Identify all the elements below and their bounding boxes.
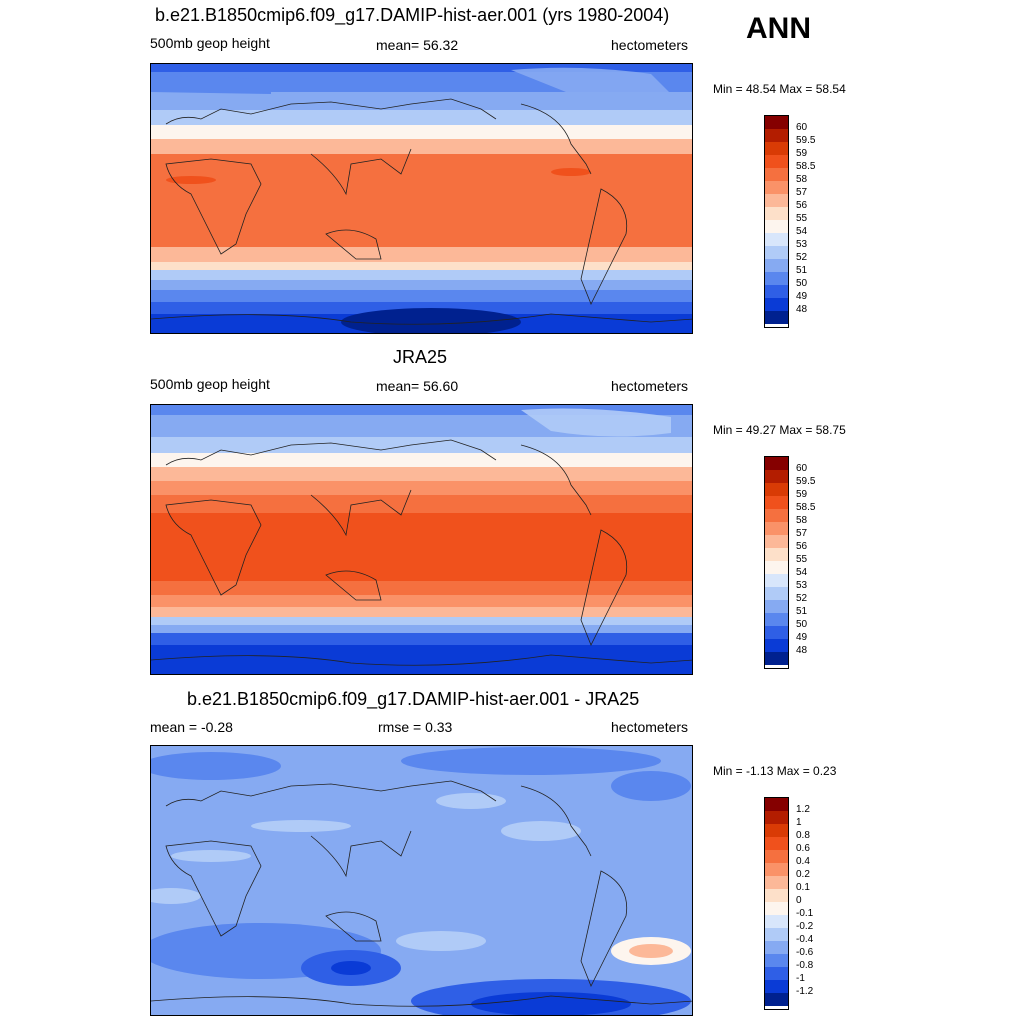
colorbar-tick-label: 60 (796, 122, 808, 133)
panel3-minmax: Min = -1.13 Max = 0.23 (713, 764, 837, 778)
colorbar-tick-label: 0.6 (796, 843, 810, 854)
panel1-minmax: Min = 48.54 Max = 58.54 (713, 82, 846, 96)
panel3-title: b.e21.B1850cmip6.f09_g17.DAMIP-hist-aer.… (187, 689, 640, 709)
colorbar-tick-label: -1.2 (796, 986, 814, 997)
colorbar-tick-label: 55 (796, 213, 808, 224)
colorbar-tick-label: 56 (796, 200, 808, 211)
colorbar-tick-label: 56 (796, 541, 808, 552)
colorbar-tick-label: 59 (796, 489, 808, 500)
panel2-map (150, 404, 693, 675)
colorbar-tick-label: 60 (796, 463, 808, 474)
panel3-coastlines (151, 780, 692, 1007)
panel1-coastlines (151, 98, 692, 325)
colorbar-tick-label: 1 (796, 817, 802, 828)
panel1-units-label: hectometers (611, 37, 689, 53)
colorbar-tick-label: 0.8 (796, 830, 810, 841)
panel3-units-label: hectometers (611, 719, 689, 735)
colorbar-tick-label: 58.5 (796, 502, 816, 513)
colorbar-tick-label: -0.1 (796, 908, 814, 919)
colorbar-tick-label: 50 (796, 619, 808, 630)
panel1-title: b.e21.B1850cmip6.f09_g17.DAMIP-hist-aer.… (155, 5, 670, 25)
colorbar-tick-label: 53 (796, 580, 808, 591)
panel1-map (150, 63, 693, 334)
colorbar-tick-label: 51 (796, 606, 808, 617)
panel3-rmse-label: rmse = 0.33 (378, 719, 453, 735)
colorbar-tick-label: 49 (796, 291, 808, 302)
panel2-units-label: hectometers (611, 378, 689, 394)
panel3-map (150, 745, 693, 1016)
colorbar-tick-label: -0.4 (796, 934, 814, 945)
panel2-mean-label: mean= 56.60 (376, 378, 459, 394)
panel1-colorbar (764, 115, 789, 328)
colorbar-tick-label: -0.6 (796, 947, 814, 958)
panel2-variable-label: 500mb geop height (150, 376, 270, 392)
colorbar-tick-label: 58.5 (796, 161, 816, 172)
panel3-mean-label: mean = -0.28 (150, 719, 233, 735)
panel2-minmax: Min = 49.27 Max = 58.75 (713, 423, 846, 437)
colorbar-tick-label: 59.5 (796, 135, 816, 146)
colorbar-tick-label: 54 (796, 567, 808, 578)
panel2-title: JRA25 (393, 347, 448, 367)
colorbar-tick-label: 1.2 (796, 804, 810, 815)
colorbar-tick-label: 0 (796, 895, 802, 906)
colorbar-tick-label: 51 (796, 265, 808, 276)
panel2-colorbar (764, 456, 789, 669)
colorbar-tick-label: 53 (796, 239, 808, 250)
colorbar-tick-label: 0.1 (796, 882, 810, 893)
colorbar-tick-label: 55 (796, 554, 808, 565)
colorbar-tick-label: 49 (796, 632, 808, 643)
panel3-colorbar (764, 797, 789, 1010)
colorbar-tick-label: 59.5 (796, 476, 816, 487)
colorbar-tick-label: 58 (796, 174, 808, 185)
panel2-coastlines (151, 439, 692, 666)
colorbar-tick-label: 54 (796, 226, 808, 237)
colorbar-tick-label: 0.2 (796, 869, 810, 880)
colorbar-tick-label: 57 (796, 187, 808, 198)
colorbar-tick-label: 0.4 (796, 856, 810, 867)
colorbar-tick-label: 48 (796, 304, 808, 315)
colorbar-tick-label: -1 (796, 973, 805, 984)
colorbar-tick-label: 50 (796, 278, 808, 289)
season-label: ANN (746, 12, 811, 45)
colorbar-tick-label: 48 (796, 645, 808, 656)
panel1-mean-label: mean= 56.32 (376, 37, 459, 53)
colorbar-tick-label: 52 (796, 252, 808, 263)
colorbar-tick-label: 57 (796, 528, 808, 539)
colorbar-tick-label: -0.2 (796, 921, 814, 932)
colorbar-tick-label: 59 (796, 148, 808, 159)
panel1-variable-label: 500mb geop height (150, 35, 270, 51)
colorbar-tick-label: 58 (796, 515, 808, 526)
colorbar-tick-label: 52 (796, 593, 808, 604)
colorbar-tick-label: -0.8 (796, 960, 814, 971)
